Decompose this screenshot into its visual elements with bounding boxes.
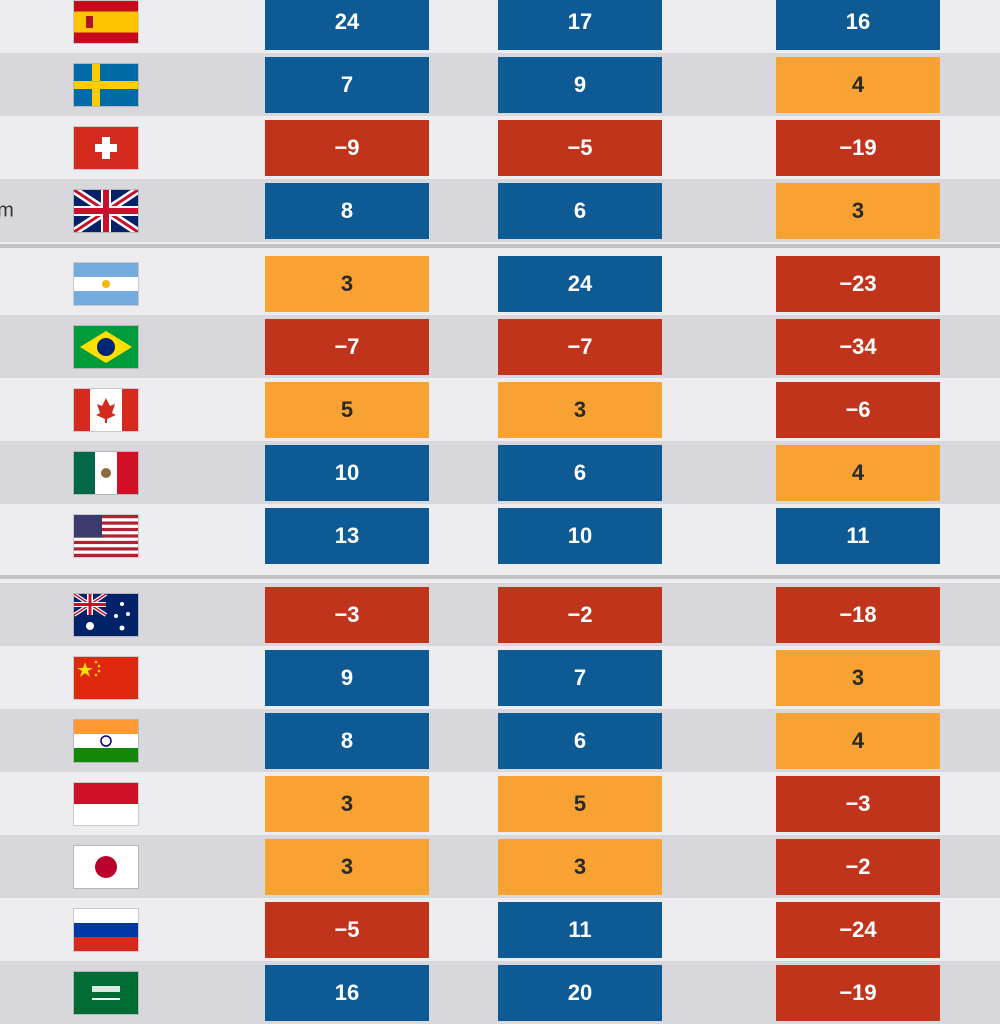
value-cell-3: −34 (776, 319, 940, 375)
value-cell-3: −2 (776, 839, 940, 895)
value-cell-3: −3 (776, 776, 940, 832)
value-cell-3: −23 (776, 256, 940, 312)
value-cell-1: 24 (265, 0, 429, 50)
table-row: 7 9 4 (0, 53, 1000, 116)
value-cell-1: 16 (265, 965, 429, 1021)
table-row: 10 6 4 (0, 441, 1000, 504)
table-row: 24 17 16 (0, 0, 1000, 53)
value-cell-2: −5 (498, 120, 662, 176)
table-row: −9 −5 −19 (0, 116, 1000, 179)
value-cell-2: 7 (498, 650, 662, 706)
value-cell-1: 13 (265, 508, 429, 564)
value-cell-2: 6 (498, 183, 662, 239)
value-cell-1: 9 (265, 650, 429, 706)
value-cell-3: −19 (776, 120, 940, 176)
value-cell-1: 3 (265, 839, 429, 895)
table-row: 3 24 −23 (0, 252, 1000, 315)
value-cell-1: 8 (265, 183, 429, 239)
table-row: −3 −2 −18 (0, 583, 1000, 646)
value-cell-1: 3 (265, 776, 429, 832)
saudi-arabia-flag-icon (74, 972, 138, 1014)
value-cell-2: 5 (498, 776, 662, 832)
value-cell-2: 9 (498, 57, 662, 113)
value-cell-2: 3 (498, 839, 662, 895)
value-cell-1: 8 (265, 713, 429, 769)
sweden-flag-icon (74, 64, 138, 106)
spain-flag-icon (74, 1, 138, 43)
value-cell-3: 11 (776, 508, 940, 564)
china-flag-icon (74, 657, 138, 699)
table-row: 9 7 3 (0, 646, 1000, 709)
country-label: om (0, 199, 14, 221)
section-divider (0, 244, 1000, 248)
value-cell-3: −19 (776, 965, 940, 1021)
value-cell-1: −5 (265, 902, 429, 958)
switzerland-flag-icon (74, 127, 138, 169)
value-cell-3: −6 (776, 382, 940, 438)
table-row: 16 20 −19 (0, 961, 1000, 1024)
value-cell-1: −7 (265, 319, 429, 375)
india-flag-icon (74, 720, 138, 762)
value-cell-3: 3 (776, 650, 940, 706)
value-cell-1: 5 (265, 382, 429, 438)
value-cell-2: 3 (498, 382, 662, 438)
usa-flag-icon (74, 515, 138, 557)
value-cell-1: −3 (265, 587, 429, 643)
value-cell-3: 4 (776, 445, 940, 501)
value-cell-2: 11 (498, 902, 662, 958)
japan-flag-icon (74, 846, 138, 888)
uk-flag-icon (74, 190, 138, 232)
value-cell-1: 7 (265, 57, 429, 113)
indonesia-flag-icon (74, 783, 138, 825)
value-cell-2: 6 (498, 713, 662, 769)
value-cell-1: −9 (265, 120, 429, 176)
value-cell-3: 4 (776, 713, 940, 769)
table-row: 5 3 −6 (0, 378, 1000, 441)
mexico-flag-icon (74, 452, 138, 494)
table-row: om 8 6 3 (0, 179, 1000, 242)
table-row: 3 3 −2 (0, 835, 1000, 898)
value-cell-2: 10 (498, 508, 662, 564)
russia-flag-icon (74, 909, 138, 951)
section-divider (0, 575, 1000, 579)
value-cell-2: 6 (498, 445, 662, 501)
value-cell-2: −7 (498, 319, 662, 375)
value-cell-1: 3 (265, 256, 429, 312)
value-cell-3: −24 (776, 902, 940, 958)
table-row: 13 10 11 (0, 504, 1000, 567)
value-cell-3: 3 (776, 183, 940, 239)
table-row: 3 5 −3 (0, 772, 1000, 835)
table-row: −5 11 −24 (0, 898, 1000, 961)
value-cell-2: 24 (498, 256, 662, 312)
table-row: −7 −7 −34 (0, 315, 1000, 378)
table-row: 8 6 4 (0, 709, 1000, 772)
value-cell-3: 4 (776, 57, 940, 113)
value-cell-2: 20 (498, 965, 662, 1021)
value-cell-2: −2 (498, 587, 662, 643)
canada-flag-icon (74, 389, 138, 431)
value-cell-1: 10 (265, 445, 429, 501)
brazil-flag-icon (74, 326, 138, 368)
australia-flag-icon (74, 594, 138, 636)
value-cell-2: 17 (498, 0, 662, 50)
value-cell-3: 16 (776, 0, 940, 50)
value-cell-3: −18 (776, 587, 940, 643)
argentina-flag-icon (74, 263, 138, 305)
